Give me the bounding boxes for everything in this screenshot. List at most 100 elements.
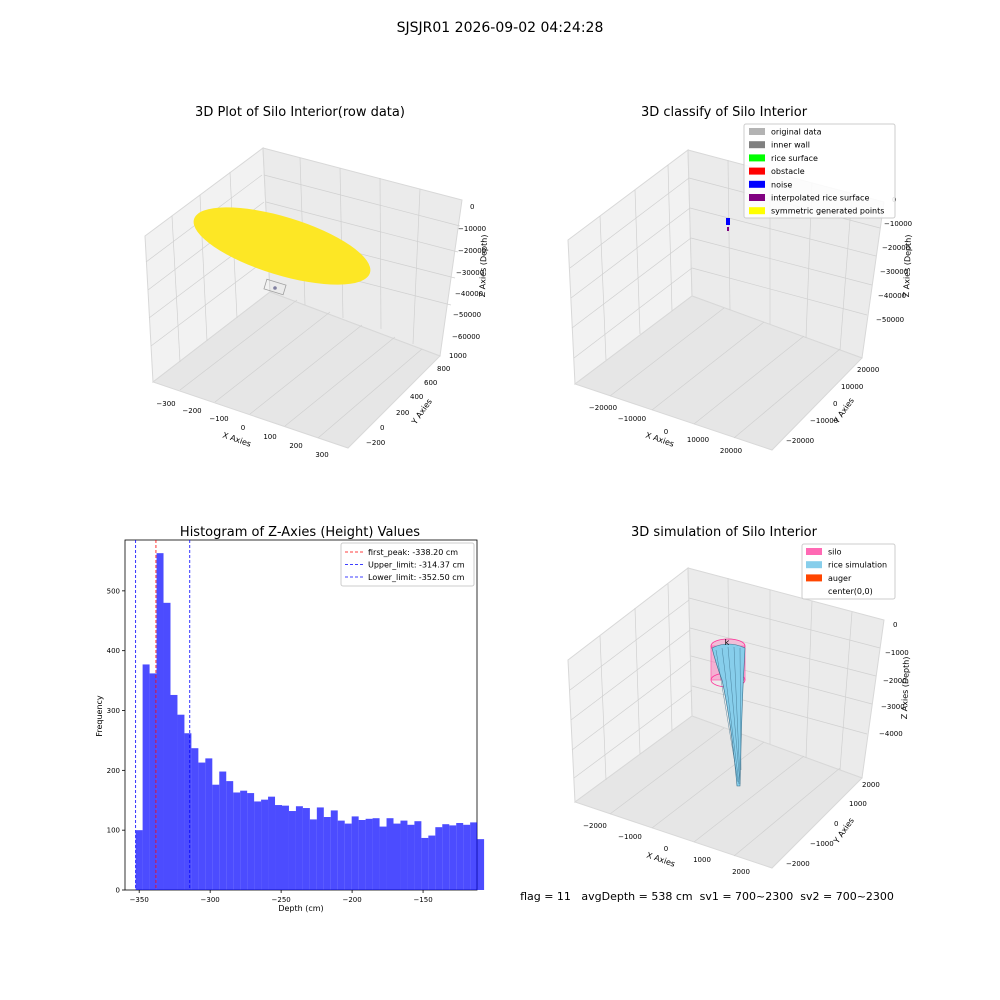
histogram-legend-label: Lower_limit: -352.50 cm [368,573,465,582]
classify-noise-cluster [726,218,730,225]
legend-swatch [806,548,822,555]
histogram-bar [226,781,234,890]
raw-xtick: 100 [263,433,276,441]
histogram-bar [386,818,394,890]
simulation-floor-pane [573,715,863,869]
simulation-3d-panel: 3D simulation of Silo Interior k [567,525,911,876]
histogram-bar [470,822,478,890]
legend-swatch [806,561,822,569]
raw-ytick: 200 [396,409,409,417]
legend-swatch [749,141,765,149]
raw-xtick: 0 [241,424,245,432]
classify-ztick: −20000 [882,244,910,252]
raw-xtick: −100 [209,415,228,423]
histogram-bar [344,823,352,890]
center-marker: k [725,638,730,647]
histogram-x-tick-label: −300 [201,896,220,904]
histogram-bar [170,694,178,890]
simulation-ytick: −2000 [786,860,810,868]
legend-swatch [806,574,822,582]
legend-swatch [749,154,765,162]
simulation-panel-title: 3D simulation of Silo Interior [631,525,818,540]
histogram-x-label: Depth (cm) [278,904,323,913]
histogram-bars [135,553,485,890]
legend-label: obstacle [771,167,805,176]
classify-xtick: 20000 [720,447,742,455]
histogram-bar [233,792,241,890]
raw-xtick: −300 [156,400,175,408]
histogram-bar [400,820,408,890]
classify-legend: original data inner wall rice surface obsta… [743,123,896,219]
histogram-reference-lines [135,540,191,890]
raw-scan-surface [193,207,371,285]
histogram-bar [288,811,296,890]
histogram-legend: first_peak: -338.20 cm Upper_limit: -314.… [340,542,475,587]
histogram-bar [442,824,450,890]
histogram-legend-label: Upper_limit: -314.37 cm [368,561,465,570]
classify-panel-title: 3D classify of Silo Interior [641,105,808,120]
histogram-bar [407,824,415,890]
legend-label: original data [771,128,822,137]
raw-ztick: 0 [470,203,474,211]
simulation-x-label: X Axies [645,851,676,869]
classify-xtick: −10000 [618,415,646,423]
simulation-xtick: 0 [664,845,668,853]
simulation-xtick: −2000 [583,822,607,830]
legend-swatch [749,167,765,175]
classify-x-label: X Axies [644,431,675,449]
raw-ztick: −50000 [453,311,481,319]
raw-ztick: −10000 [458,225,486,233]
classify-ytick: 20000 [857,366,879,374]
classify-ztick: −50000 [876,316,904,324]
histogram-y-tick-label: 500 [107,587,120,595]
classify-ytick: 10000 [841,383,863,391]
classify-ztick: −10000 [884,220,912,228]
raw-ztick: −30000 [456,269,484,277]
legend-swatch [749,194,765,201]
legend-swatch [749,180,765,188]
histogram-bar [435,827,443,890]
histogram-bar [184,733,192,890]
simulation-ztick: 0 [893,621,897,629]
status-line: flag = 11 avgDepth = 538 cm sv1 = 700~23… [520,890,894,903]
classify-xtick: 0 [664,428,668,436]
legend-label: rice simulation [828,561,887,570]
histogram-bar [281,805,289,890]
classify-ytick: −10000 [810,417,838,425]
classify-3d-panel: 3D classify of Silo Interior −20000 −100… [567,105,913,455]
simulation-ztick: −1000 [885,649,909,657]
histogram-bar [268,796,276,890]
histogram-bar [212,784,220,890]
simulation-legend-box [801,543,896,600]
simulation-ztick: −3000 [881,703,905,711]
simulation-ytick: 1000 [849,800,867,808]
histogram-bar [365,818,373,890]
legend-label: inner wall [771,141,810,150]
raw-y-label: Y Axies [409,397,434,427]
histogram-bar [351,816,359,890]
histogram-bar [295,806,303,890]
legend-label: interpolated rice surface [771,194,869,203]
simulation-ztick: −4000 [879,730,903,738]
classify-floor-pane [573,295,863,451]
legend-label: symmetric generated points [771,207,884,216]
histogram-y-tick-label: 100 [107,827,120,835]
legend-label: auger [828,574,852,583]
legend-swatch [749,128,765,135]
histogram-y-tick-label: 300 [107,707,120,715]
simulation-legend: silo rice simulation auger center(0,0) [801,543,896,600]
histogram-bar [358,820,366,890]
histogram-bar [149,673,157,890]
figure-title: SJSJR01 2026-09-02 04:24:28 [397,20,604,36]
simulation-xtick: 2000 [732,868,750,876]
histogram-bar [156,553,164,890]
raw-small-marker [263,278,287,296]
legend-label: silo [828,548,842,557]
histogram-y-label: Frequency [95,695,104,737]
classify-ztick: −30000 [880,268,908,276]
raw-ytick: 400 [410,393,423,401]
raw-xtick: 300 [315,451,328,459]
histogram-bar [302,808,310,890]
raw-3d-panel: 3D Plot of Silo Interior(row data) −300 … [144,105,489,459]
histogram-bar [456,822,464,890]
